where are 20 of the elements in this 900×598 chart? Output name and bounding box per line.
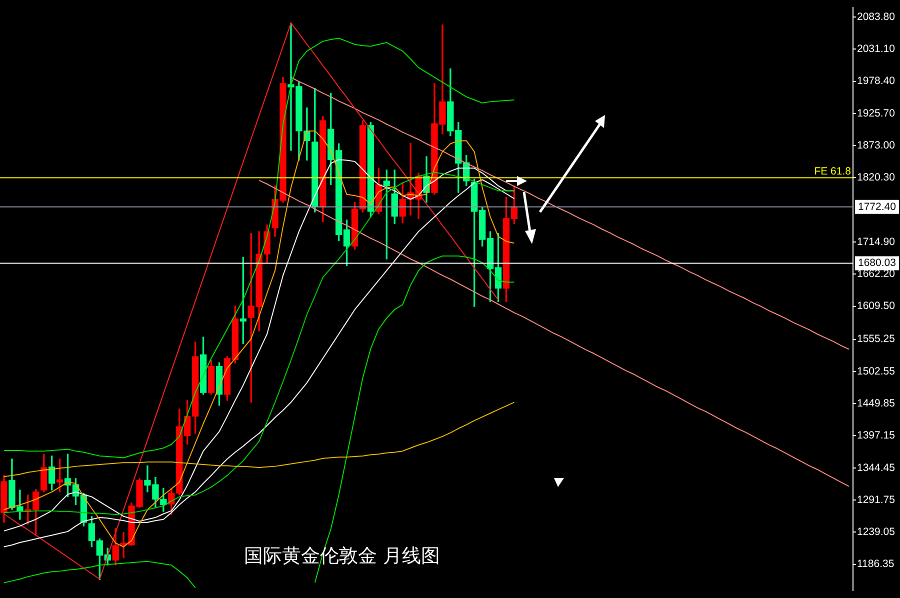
ref-line-label: 1772.40 xyxy=(858,200,896,213)
y-tick-label: 1344.45 xyxy=(857,462,896,474)
y-tick-label: 1291.75 xyxy=(857,494,896,506)
y-tick-label: 1397.15 xyxy=(857,430,896,442)
y-tick-label: 1239.05 xyxy=(857,526,896,538)
ref-line-label: FE 61.8 xyxy=(814,165,852,178)
y-tick-label: 1186.35 xyxy=(857,558,894,570)
y-tick-label: 2031.10 xyxy=(857,43,896,56)
y-tick-label: 1873.00 xyxy=(857,139,896,152)
y-tick-label: 1662.20 xyxy=(857,268,896,280)
y-tick-label: 1714.90 xyxy=(857,236,896,248)
y-tick-label: 1609.50 xyxy=(857,300,896,312)
y-tick-label: 2083.80 xyxy=(857,10,896,23)
y-tick-label: 1925.70 xyxy=(857,107,896,120)
y-tick-label: 1502.55 xyxy=(857,365,896,378)
y-tick-label: 1449.85 xyxy=(857,397,896,410)
y-tick-label: 1820.30 xyxy=(857,172,896,184)
y-tick-label: 1555.25 xyxy=(857,333,896,346)
y-tick-label: 1978.40 xyxy=(857,75,896,88)
ref-line-label: 1680.03 xyxy=(858,257,896,270)
